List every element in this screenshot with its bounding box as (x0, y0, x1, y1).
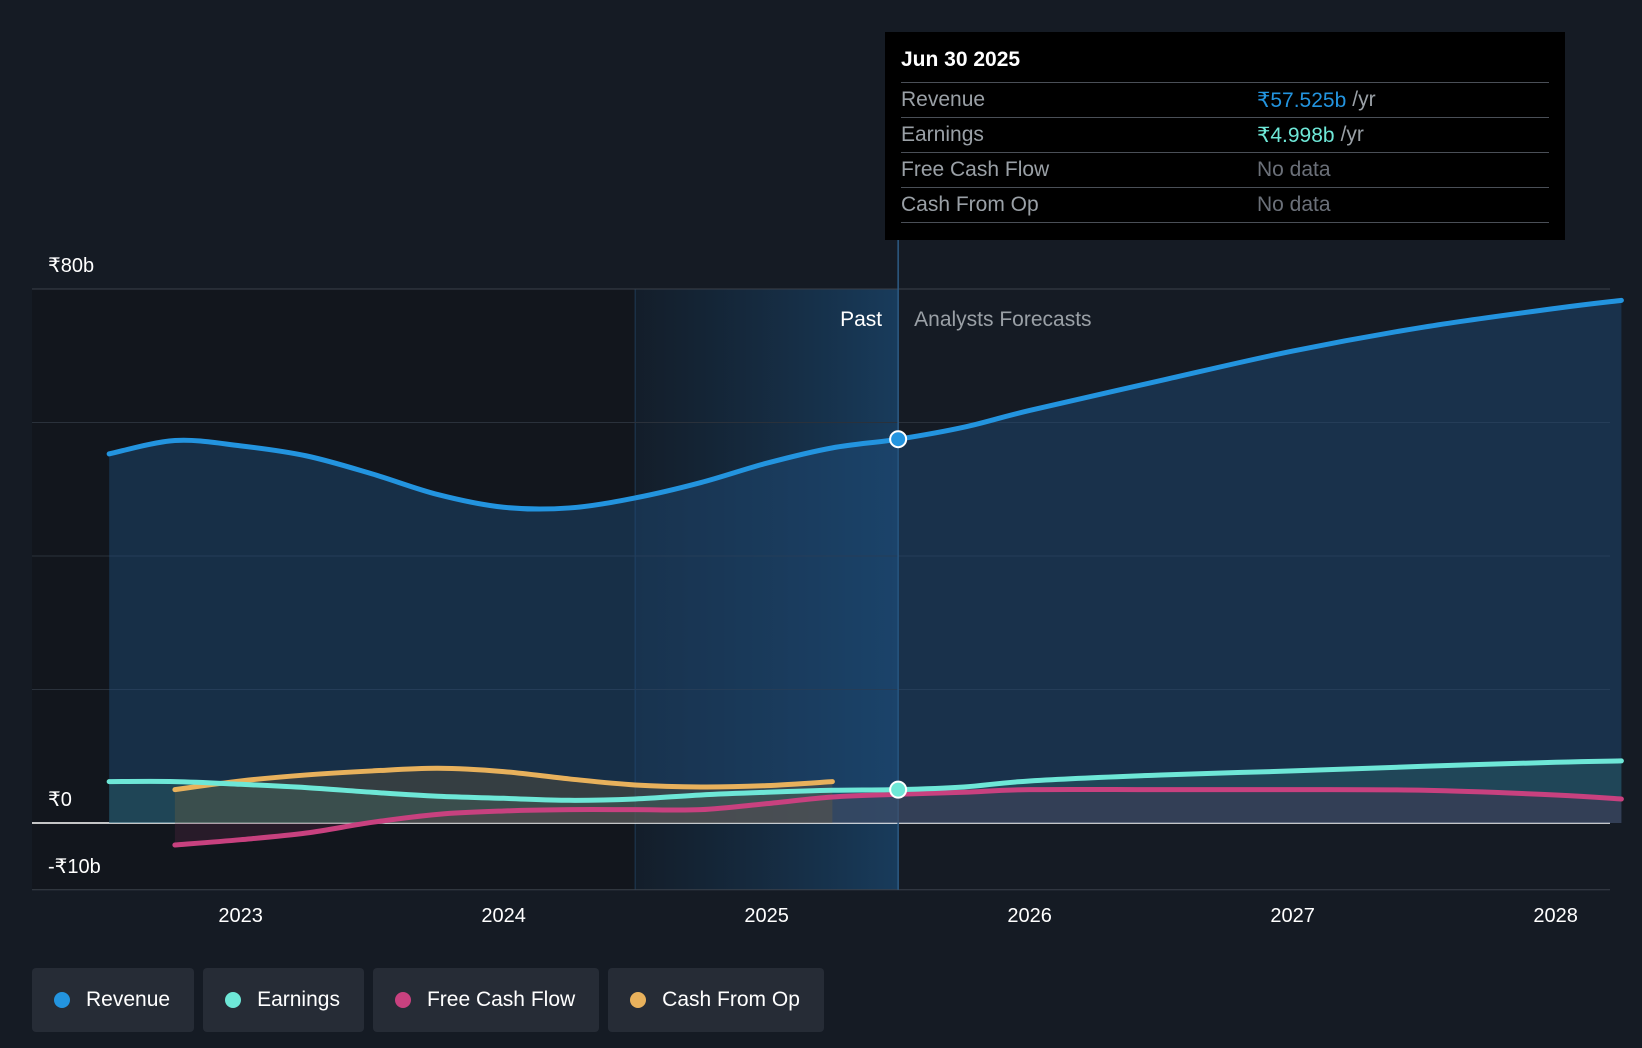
tooltip-value: No data (1257, 193, 1331, 216)
tooltip-unit: /yr (1352, 88, 1376, 111)
earnings-line (106, 758, 1624, 803)
x-tick-label: 2024 (481, 905, 526, 927)
earnings-marker (889, 780, 908, 799)
legend-item-free-cash-flow[interactable]: Free Cash Flow (372, 968, 600, 1032)
legend-item-revenue[interactable]: Revenue (32, 968, 195, 1032)
tooltip-row-revenue: Revenue ₹57.525b /yr (901, 83, 1549, 118)
revenue-line (106, 297, 1624, 512)
hover-tooltip: Jun 30 2025 Revenue ₹57.525b /yr Earning… (885, 32, 1565, 240)
y-tick-label: -₹10b (48, 856, 101, 878)
tooltip-unit: /yr (1340, 123, 1364, 146)
free-cash-flow-area (174, 789, 1622, 846)
tooltip-label: Revenue (901, 88, 986, 111)
tooltip-value: ₹57.525b (1257, 88, 1347, 112)
tooltip-date: Jun 30 2025 (901, 46, 1549, 83)
x-tick-label: 2025 (744, 905, 789, 927)
x-tick-label: 2026 (1007, 905, 1052, 927)
legend-label: Free Cash Flow (426, 988, 576, 1011)
tooltip-label: Free Cash Flow (901, 158, 1050, 181)
y-tick-label: ₹0 (48, 789, 72, 811)
legend-dot-icon (225, 992, 242, 1008)
hover-markers (889, 430, 908, 799)
revenue-marker (889, 430, 908, 449)
legend-label: Revenue (86, 988, 171, 1011)
x-tick-label: 2028 (1533, 905, 1578, 927)
tooltip-row-free-cash-flow: Free Cash Flow No data (901, 153, 1549, 188)
tooltip-row-cash-from-op: Cash From Op No data (901, 188, 1549, 223)
legend: Revenue Earnings Free Cash Flow Cash Fro… (32, 968, 824, 1032)
free-cash-flow-line (172, 786, 1624, 848)
y-tick-label: ₹80b (48, 255, 94, 277)
revenue-area (109, 300, 1622, 823)
legend-dot-icon (630, 992, 647, 1008)
series-lines (106, 297, 1624, 848)
legend-label: Cash From Op (662, 988, 800, 1011)
tooltip-label: Cash From Op (901, 193, 1039, 216)
forecast-region-label: Analysts Forecasts (914, 308, 1091, 331)
past-region-label: Past (840, 308, 882, 331)
axis-labels: Past Analysts Forecasts ₹80b ₹0 -₹10b 2023 2… (48, 255, 1578, 927)
tooltip-row-earnings: Earnings ₹4.998b /yr (901, 118, 1549, 153)
legend-item-earnings[interactable]: Earnings (203, 968, 364, 1032)
cash-from-op-line (172, 765, 835, 793)
legend-label: Earnings (257, 988, 340, 1011)
tooltip-value: No data (1257, 158, 1331, 181)
x-tick-label: 2023 (218, 905, 263, 927)
tooltip-value: ₹4.998b (1257, 123, 1335, 147)
legend-dot-icon (54, 992, 70, 1008)
x-tick-label: 2027 (1270, 905, 1315, 927)
legend-item-cash-from-op[interactable]: Cash From Op (608, 968, 824, 1032)
legend-dot-icon (394, 992, 411, 1008)
tooltip-label: Earnings (901, 123, 984, 146)
